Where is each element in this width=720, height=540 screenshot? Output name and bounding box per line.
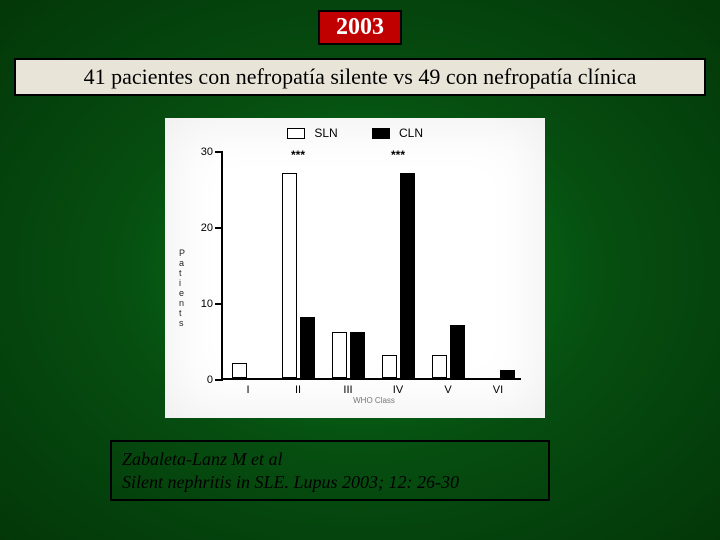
x-tick-label: IV [393,384,403,396]
bar-cln [350,332,365,378]
y-tick [215,227,223,229]
bar-cln [500,370,515,378]
x-tick-label: VI [493,384,503,396]
subtitle-box: 41 pacientes con nefropatía silente vs 4… [14,58,706,96]
legend-label-sln: SLN [314,126,337,140]
citation-box: Zabaleta-Lanz M et al Silent nephritis i… [110,440,550,501]
x-tick-label: V [444,384,451,396]
bar-cln [450,325,465,378]
bar-sln [432,355,447,378]
x-tick-label: I [246,384,249,396]
citation-line-2: Silent nephritis in SLE. Lupus 2003; 12:… [122,471,538,494]
y-tick-label: 0 [207,374,213,386]
chart-panel: SLN CLN Patients 0102030IIIIIIIVVVI*****… [165,118,545,418]
y-tick [215,303,223,305]
significance-marker: *** [391,148,405,162]
y-tick-label: 30 [201,146,213,158]
y-tick [215,151,223,153]
bar-cln [400,173,415,378]
plot-area: 0102030IIIIIIIVVVI****** [221,152,521,380]
subtitle-text: 41 pacientes con nefropatía silente vs 4… [84,64,637,89]
x-tick-label: III [343,384,352,396]
y-tick-label: 20 [201,222,213,234]
bar-sln [282,173,297,378]
chart-legend: SLN CLN [165,126,545,140]
significance-marker: *** [291,148,305,162]
legend-label-cln: CLN [399,126,423,140]
legend-swatch-sln [287,128,305,139]
citation-line-1: Zabaleta-Lanz M et al [122,448,538,471]
legend-item-sln: SLN [287,126,338,140]
y-tick [215,379,223,381]
year-text: 2003 [336,14,384,40]
legend-item-cln: CLN [372,126,423,140]
y-axis-title: Patients [179,248,185,328]
bar-sln [232,363,247,378]
y-tick-label: 10 [201,298,213,310]
x-axis-caption: WHO Class [221,396,527,405]
bar-cln [300,317,315,378]
year-badge: 2003 [318,10,402,45]
bar-sln [382,355,397,378]
legend-swatch-cln [372,128,390,139]
x-tick-label: II [295,384,301,396]
bar-sln [332,332,347,378]
